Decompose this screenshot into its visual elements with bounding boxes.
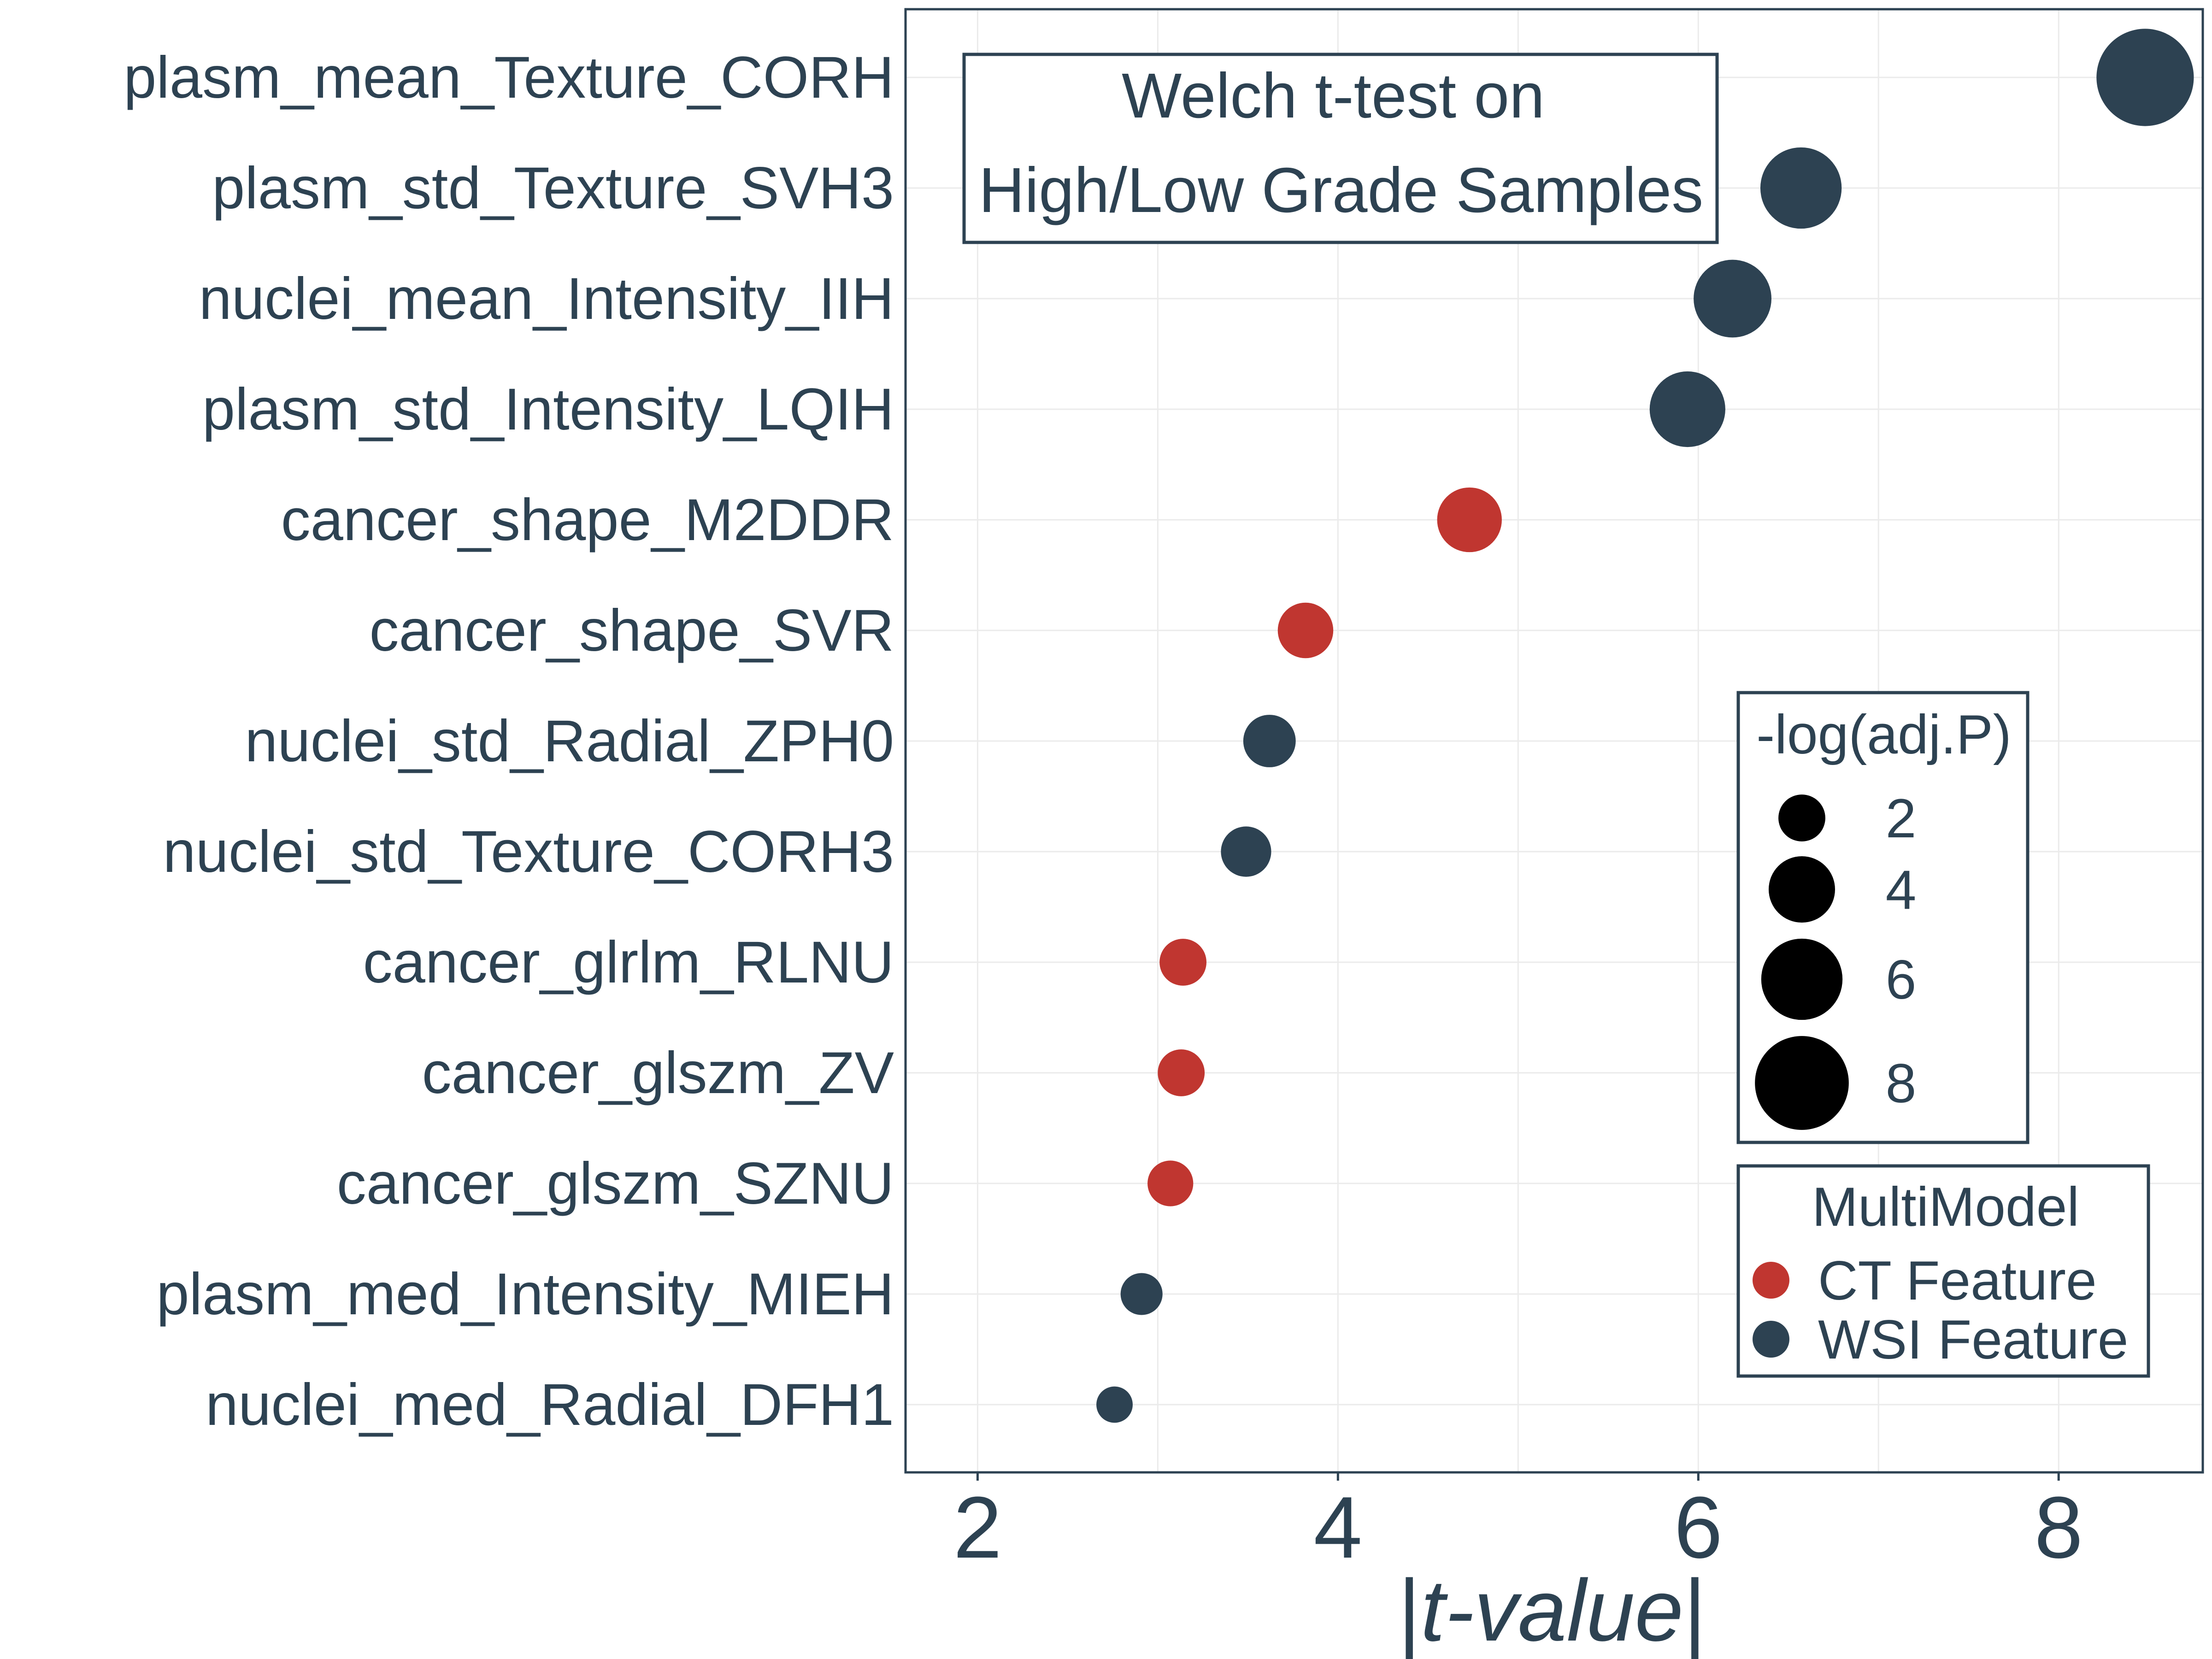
x-tick-label: 4 (1313, 1479, 1362, 1577)
x-axis-ticks: 2 4 6 8 (953, 1472, 2083, 1577)
data-point (1437, 487, 1502, 553)
data-point (1277, 602, 1334, 659)
y-tick-label: plasm_med_Intensity_MIEH (156, 1261, 894, 1327)
x-tick-label: 8 (2034, 1479, 2083, 1577)
data-point (1760, 147, 1842, 229)
y-tick-label: nuclei_std_Radial_ZPH0 (245, 708, 894, 774)
data-point (1159, 939, 1207, 986)
y-axis-labels: plasm_mean_Texture_CORH plasm_std_Texture… (124, 45, 894, 1438)
x-axis-title-close: | (1683, 1562, 1706, 1659)
data-point (1694, 259, 1771, 338)
y-tick-label: plasm_std_Intensity_LQIH (202, 377, 894, 442)
data-points (1096, 29, 2194, 1423)
panel-border (904, 8, 2204, 1474)
y-tick-label: cancer_shape_M2DDR (281, 487, 894, 553)
y-tick-label: nuclei_std_Texture_CORH3 (163, 819, 894, 885)
color-legend-label: CT Feature (1818, 1250, 2097, 1312)
x-tick-label: 6 (1674, 1479, 1723, 1577)
size-legend-key (1761, 938, 1843, 1020)
y-tick-label: cancer_shape_SVR (370, 598, 894, 664)
data-point (1147, 1160, 1194, 1206)
size-legend-label: 4 (1886, 859, 1917, 921)
size-legend-label: 2 (1886, 788, 1917, 849)
x-axis-title-open: | (1398, 1562, 1421, 1659)
x-axis-title-italic: t-value (1421, 1562, 1683, 1659)
size-legend-label: 8 (1886, 1053, 1917, 1114)
y-tick-label: nuclei_med_Radial_DFH1 (206, 1372, 894, 1438)
color-legend-title: MultiModel (1812, 1176, 2079, 1238)
color-legend-label: WSI Feature (1818, 1309, 2129, 1371)
data-point (1120, 1273, 1163, 1315)
y-tick-label: nuclei_mean_Intensity_IIH (199, 266, 894, 332)
y-tick-label: cancer_glrlm_RLNU (363, 930, 894, 995)
size-legend-key (1778, 794, 1825, 841)
x-axis-title: |t-value| (1398, 1562, 1706, 1659)
size-legend-key (1755, 1036, 1849, 1130)
y-tick-label: plasm_mean_Texture_CORH (124, 45, 894, 111)
size-legend-label: 6 (1886, 949, 1917, 1011)
color-legend-frame (1736, 1164, 2150, 1378)
color-legend-key (1753, 1262, 1789, 1299)
data-point (1243, 715, 1296, 767)
title-line-1: Welch t-test on (1122, 60, 1545, 131)
data-point (2096, 29, 2194, 126)
size-legend: -log(adj.P) 2 4 6 8 (1736, 691, 2030, 1144)
color-legend-key (1753, 1321, 1789, 1358)
data-point (1158, 1049, 1205, 1096)
title-line-2: High/Low Grade Samples (979, 155, 1703, 226)
title-box: Welch t-test on High/Low Grade Samples (962, 53, 1719, 244)
data-point (1649, 371, 1725, 447)
y-tick-label: cancer_glszm_SZNU (337, 1151, 894, 1217)
data-point (1221, 826, 1271, 877)
y-tick-label: cancer_glszm_ZV (422, 1040, 894, 1106)
y-tick-label: plasm_std_Texture_SVH3 (212, 155, 894, 221)
data-point (1096, 1386, 1133, 1423)
x-tick-label: 2 (953, 1479, 1002, 1577)
size-legend-key (1769, 856, 1835, 923)
size-legend-title: -log(adj.P) (1756, 704, 2012, 765)
title-box-frame (962, 53, 1719, 244)
